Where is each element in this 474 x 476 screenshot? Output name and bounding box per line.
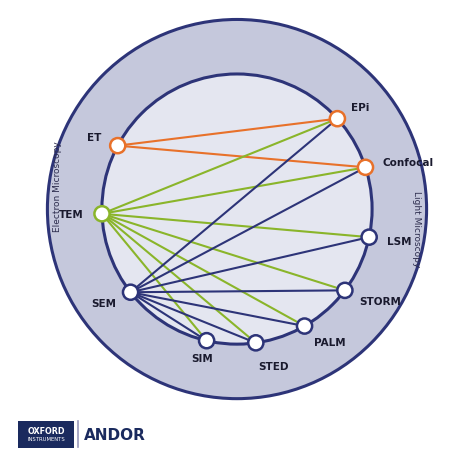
Text: Light Microscopy: Light Microscopy: [412, 190, 420, 267]
Circle shape: [123, 285, 138, 300]
Circle shape: [362, 230, 377, 245]
Text: ANDOR: ANDOR: [84, 427, 146, 442]
Circle shape: [102, 75, 372, 345]
Text: OXFORD: OXFORD: [27, 426, 65, 435]
Text: STED: STED: [258, 361, 289, 371]
Text: Confocal: Confocal: [383, 158, 434, 168]
Text: STORM: STORM: [359, 297, 401, 307]
Text: PALM: PALM: [314, 337, 345, 347]
Text: SEM: SEM: [91, 299, 116, 308]
Circle shape: [358, 160, 373, 176]
FancyBboxPatch shape: [18, 421, 74, 448]
Text: TEM: TEM: [59, 210, 84, 220]
Text: LSM: LSM: [387, 237, 411, 247]
Text: SIM: SIM: [191, 354, 213, 364]
Text: INSTRUMENTS: INSTRUMENTS: [27, 436, 65, 442]
Text: EPi: EPi: [351, 102, 369, 112]
Circle shape: [94, 207, 109, 222]
Circle shape: [110, 139, 125, 154]
Circle shape: [297, 319, 312, 334]
Circle shape: [47, 20, 427, 399]
Circle shape: [330, 112, 345, 127]
Circle shape: [199, 333, 214, 348]
Text: ET: ET: [87, 133, 102, 143]
Circle shape: [337, 283, 353, 298]
Text: Electron Microscopy: Electron Microscopy: [54, 141, 62, 231]
Circle shape: [248, 336, 264, 351]
